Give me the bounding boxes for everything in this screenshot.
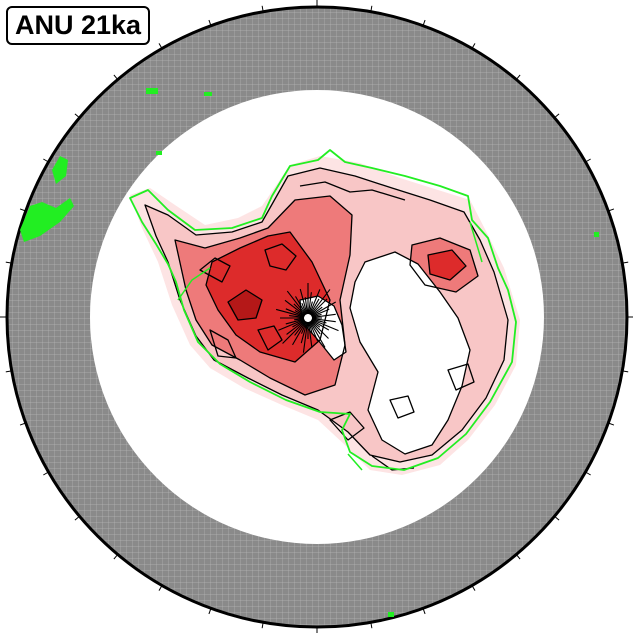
dome-spoke [309,320,321,335]
dome-spoke [309,289,321,315]
frame-tick [74,515,80,521]
dome-spoke [300,321,307,334]
frame-tick [208,608,212,615]
dome-spoke [310,319,321,328]
green-island-patches [20,88,599,617]
frame-tick [554,515,560,521]
frame-tick [370,622,373,629]
dome-spoke [309,289,331,316]
dome-spoke [275,308,305,318]
frame-tick [515,554,521,560]
relief-high-peak [228,290,262,320]
dome-spoke [282,320,306,344]
dome-spoke [292,319,305,328]
frame-tick [585,471,591,476]
dome-spoke [293,303,306,316]
dome-spoke [286,290,307,316]
frame-tick [158,585,163,591]
white-plateau [350,252,470,454]
dome-spoke [311,301,336,317]
frame-tick [471,585,476,591]
dome-spoke [309,321,326,348]
frame-tick [554,113,560,119]
frame-tick [608,208,615,212]
dome-spoke [311,318,327,324]
frame-tick [19,422,26,426]
frame-tick [471,43,476,49]
frame-tick [422,608,426,615]
frame-tick [113,74,119,80]
frame-tick [158,43,163,49]
frame-tick [422,19,426,26]
coastline [129,149,517,471]
dome-spoke [286,319,306,335]
dome-spoke [311,308,330,317]
dome-spoke [308,301,313,315]
dome-spoke [308,321,313,334]
coastline-inner [177,221,483,471]
dome-spoke [289,314,305,319]
dome-spoke [294,310,305,317]
dome-spoke [307,321,313,348]
frame-tick [208,19,212,26]
dome-spoke [310,298,328,316]
dome-spoke [304,297,309,315]
dome-spoke [311,313,336,319]
dome-spoke [310,320,329,339]
frame-tick [261,622,264,629]
dome-spoke [311,319,339,332]
dome-spoke [309,321,319,342]
relief-high-east [428,250,466,280]
frame-tick [19,208,26,212]
dome-spoke [285,318,305,325]
dome-spoke [311,317,336,323]
map-title: ANU 21ka [6,6,151,45]
dome-spokes [275,283,339,353]
frame-tick [74,113,80,119]
dome-spoke [295,296,307,315]
dome-spoke [302,321,309,353]
dome-spoke [299,288,308,315]
dome-spoke [285,308,305,317]
frame-tick [622,370,629,373]
dome-spoke [311,319,330,331]
frame-tick [43,158,49,163]
frame-tick [608,422,615,426]
frame-tick [622,261,629,264]
dome-spoke [294,317,305,321]
antarctica-relief [130,156,520,475]
dome-spoke [307,292,312,315]
dome-spoke [301,303,307,315]
frame-tick [370,5,373,12]
frame-tick [261,5,264,12]
frame-tick [5,370,12,373]
dome-spoke [309,298,320,315]
dome-spoke [310,306,323,317]
dome-spoke [278,319,305,331]
frame-tick [585,158,591,163]
frame-tick [43,471,49,476]
frame-tick [113,554,119,560]
dome-spoke [284,299,306,317]
dome-spoke [311,313,322,318]
dome-spoke [294,320,307,336]
dome-spoke [300,321,308,344]
frame-tick [515,74,521,80]
frame-tick [5,261,12,264]
dome-spoke [292,321,307,346]
